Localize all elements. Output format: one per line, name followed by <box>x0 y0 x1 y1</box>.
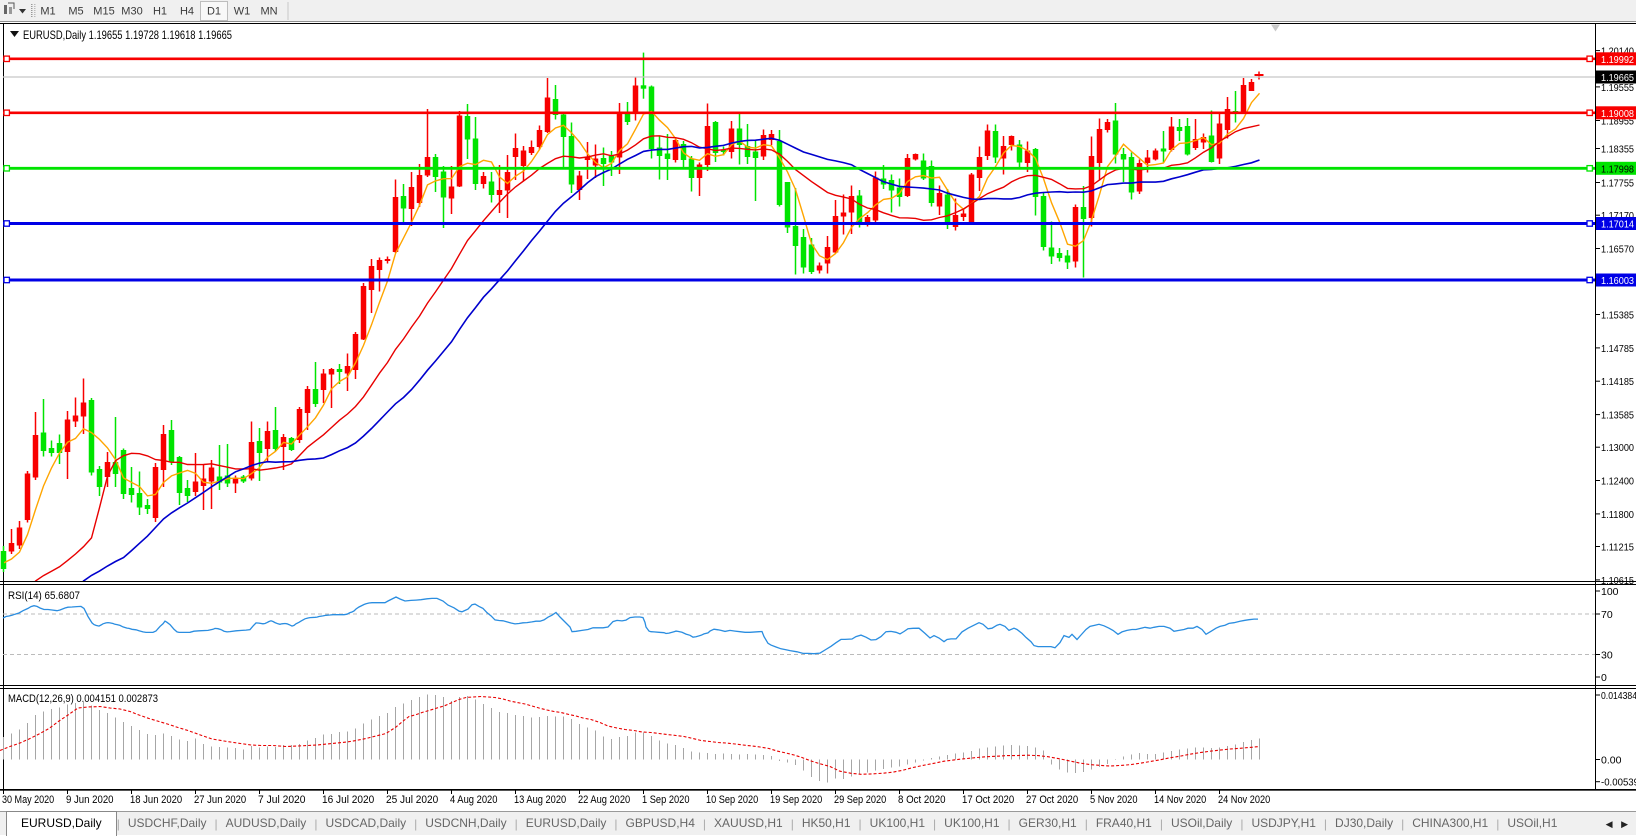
svg-text:MACD(12,26,9) 0.004151 0.00287: MACD(12,26,9) 0.004151 0.002873 <box>8 693 158 705</box>
svg-text:70: 70 <box>1601 609 1613 621</box>
svg-text:22 Aug 2020: 22 Aug 2020 <box>578 794 630 806</box>
svg-text:H1: H1 <box>153 6 167 18</box>
svg-text:1.10615: 1.10615 <box>1601 575 1634 587</box>
svg-text:17 Oct 2020: 17 Oct 2020 <box>962 794 1014 806</box>
svg-text:19 Sep 2020: 19 Sep 2020 <box>770 794 822 806</box>
svg-text:1.16570: 1.16570 <box>1601 244 1634 256</box>
svg-text:29 Sep 2020: 29 Sep 2020 <box>834 794 886 806</box>
svg-text:1.19992: 1.19992 <box>1601 54 1634 66</box>
svg-text:1.12400: 1.12400 <box>1601 476 1634 488</box>
svg-text:1.16003: 1.16003 <box>1601 275 1634 287</box>
svg-text:30 May 2020: 30 May 2020 <box>2 794 54 806</box>
svg-text:30: 30 <box>1601 650 1613 662</box>
svg-text:1.14185: 1.14185 <box>1601 376 1634 388</box>
svg-text:W1: W1 <box>234 6 251 18</box>
svg-text:18 Jun 2020: 18 Jun 2020 <box>130 794 182 806</box>
svg-text:H4: H4 <box>180 6 194 18</box>
svg-text:4 Aug 2020: 4 Aug 2020 <box>450 794 498 806</box>
svg-text:M15: M15 <box>93 6 114 18</box>
svg-text:1.11800: 1.11800 <box>1601 509 1634 521</box>
svg-text:RSI(14) 65.6807: RSI(14) 65.6807 <box>8 590 80 602</box>
svg-text:0: 0 <box>1601 672 1607 684</box>
svg-text:8 Oct 2020: 8 Oct 2020 <box>898 794 946 806</box>
svg-text:1.19665: 1.19665 <box>1601 72 1634 84</box>
svg-text:24 Nov 2020: 24 Nov 2020 <box>1218 794 1270 806</box>
svg-text:5 Nov 2020: 5 Nov 2020 <box>1090 794 1138 806</box>
svg-text:100: 100 <box>1601 586 1619 598</box>
svg-text:27 Oct 2020: 27 Oct 2020 <box>1026 794 1078 806</box>
svg-text:M30: M30 <box>121 6 142 18</box>
svg-text:1.17014: 1.17014 <box>1601 219 1634 231</box>
svg-text:25 Jul 2020: 25 Jul 2020 <box>386 794 438 806</box>
svg-text:1.17998: 1.17998 <box>1601 163 1634 175</box>
svg-text:1.15385: 1.15385 <box>1601 310 1634 322</box>
svg-text:9 Jun 2020: 9 Jun 2020 <box>66 794 114 806</box>
svg-text:1.14785: 1.14785 <box>1601 343 1634 355</box>
svg-text:14 Nov 2020: 14 Nov 2020 <box>1154 794 1206 806</box>
svg-text:1.13000: 1.13000 <box>1601 442 1634 454</box>
svg-text:D1: D1 <box>207 6 221 18</box>
svg-text:1.13585: 1.13585 <box>1601 410 1634 422</box>
svg-text:10 Sep 2020: 10 Sep 2020 <box>706 794 758 806</box>
svg-text:13 Aug 2020: 13 Aug 2020 <box>514 794 566 806</box>
svg-text:EURUSD,Daily 1.19655 1.19728: EURUSD,Daily 1.19655 1.19728 1.19618 1.1… <box>23 28 232 42</box>
svg-text:1.19555: 1.19555 <box>1601 82 1634 94</box>
svg-text:16 Jul 2020: 16 Jul 2020 <box>322 794 374 806</box>
svg-text:1.18355: 1.18355 <box>1601 144 1634 156</box>
svg-text:7 Jul 2020: 7 Jul 2020 <box>258 794 306 806</box>
svg-text:1.17755: 1.17755 <box>1601 178 1634 190</box>
svg-text:1.19008: 1.19008 <box>1601 108 1634 120</box>
svg-text:1.11215: 1.11215 <box>1601 542 1634 554</box>
svg-text:0.00: 0.00 <box>1601 755 1622 767</box>
svg-text:1 Sep 2020: 1 Sep 2020 <box>642 794 690 806</box>
svg-text:M1: M1 <box>40 6 55 18</box>
svg-text:-0.00539: -0.00539 <box>1601 777 1636 789</box>
svg-text:M5: M5 <box>68 6 83 18</box>
svg-text:0.014384: 0.014384 <box>1601 690 1636 702</box>
svg-text:27 Jun 2020: 27 Jun 2020 <box>194 794 246 806</box>
svg-text:MN: MN <box>260 6 277 18</box>
